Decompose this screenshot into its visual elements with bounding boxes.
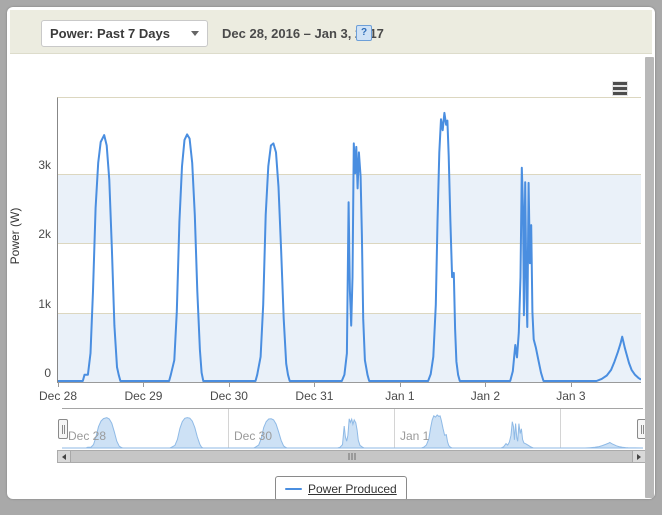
chart-menu-icon[interactable]	[612, 81, 630, 98]
dashboard-panel: Power: Past 7 Days Dec 28, 2016 – Jan 3,…	[7, 7, 655, 499]
navigator-left-handle[interactable]	[58, 419, 68, 439]
navigator-separator	[394, 409, 395, 448]
y-tick-label: 0	[44, 366, 51, 380]
legend-label: Power Produced	[308, 481, 397, 496]
plot-area[interactable]: 0 1k 2k 3k Dec 28 Dec 29 Dec 30 Dec 31 Jan 1 Jan …	[38, 97, 641, 403]
y-tick-label: 3k	[38, 158, 51, 173]
y-gridline	[58, 174, 641, 176]
date-range-label: Dec 28, 2016 – Jan 3, 2017	[222, 26, 384, 41]
x-tick-label: Dec 29	[124, 389, 163, 403]
x-tick-mark	[228, 382, 230, 387]
plot-band	[58, 312, 641, 382]
scrollbar-grip[interactable]	[348, 453, 355, 460]
navigator-label: Dec 28	[68, 429, 107, 443]
navigator-label: Jan 1	[400, 429, 430, 443]
x-tick-label: Dec 31	[295, 389, 334, 403]
legend-item-power-produced[interactable]: Power Produced	[275, 476, 407, 499]
navigator-label: Dec 30	[234, 429, 273, 443]
x-tick-mark	[485, 382, 487, 387]
x-tick-label: Jan 1	[385, 389, 415, 403]
x-tick-label: Dec 30	[209, 389, 248, 403]
y-tick-label: 1k	[38, 296, 51, 311]
x-tick-mark	[58, 382, 59, 387]
y-gridline	[58, 312, 641, 314]
x-tick-label: Jan 3	[556, 389, 586, 403]
chart-range-dropdown[interactable]: Power: Past 7 Days	[41, 20, 208, 47]
x-tick-label: Jan 2	[470, 389, 501, 403]
page-scrollbar[interactable]	[645, 57, 654, 498]
power-series-line	[58, 111, 641, 382]
help-icon[interactable]: ?	[356, 25, 372, 41]
x-tick-mark	[143, 382, 145, 387]
scrollbar-right-arrow-icon[interactable]	[632, 451, 645, 462]
chevron-down-icon	[191, 31, 199, 36]
x-tick-mark	[399, 382, 401, 387]
x-tick-mark	[314, 382, 316, 387]
range-navigator[interactable]: Dec 28 Dec 30 Jan 1	[58, 408, 647, 449]
x-tick-label: Dec 28	[38, 389, 78, 403]
scrollbar-left-arrow-icon[interactable]	[58, 451, 71, 462]
chart-scrollbar[interactable]	[57, 450, 646, 463]
x-tick-mark	[570, 382, 572, 387]
navigator-series-area	[62, 414, 643, 449]
legend-line-sample	[285, 487, 302, 490]
navigator-separator	[228, 409, 229, 448]
navigator-separator	[560, 409, 561, 448]
y-tick-label: 2k	[38, 227, 51, 242]
chart-header-bar: Power: Past 7 Days Dec 28, 2016 – Jan 3,…	[10, 10, 652, 54]
chart-range-dropdown-value: Power: Past 7 Days	[50, 26, 170, 41]
